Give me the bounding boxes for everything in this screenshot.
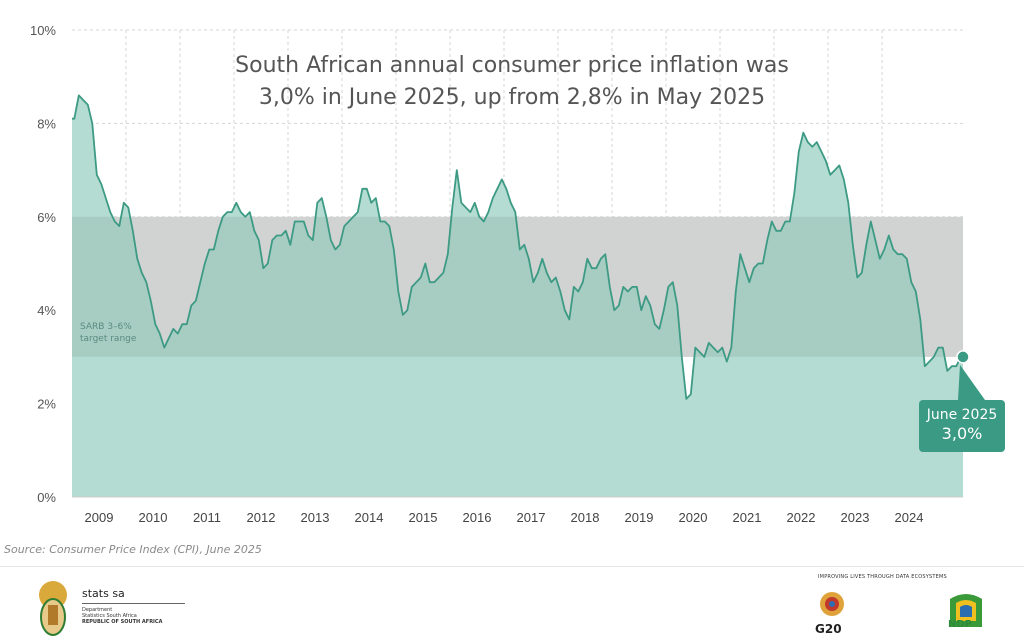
source-note: Source: Consumer Price Index (CPI), June… [4,543,262,556]
x-tick-label: 2015 [409,510,438,525]
target-band-overlay [72,216,963,357]
footer: stats sa Department Statistics South Afr… [0,566,1024,643]
coat-of-arms-logo [39,581,67,636]
x-tick-label: 2011 [193,510,221,525]
y-tick-label: 8% [37,116,56,131]
x-tick-label: 2020 [679,510,708,525]
callout-pointer [958,364,985,400]
stats-sa-wordmark: stats sa [82,587,125,600]
target-band-label: target range [80,334,137,344]
target-band-label: SARB 3–6% [80,322,132,332]
inflation-area [72,95,963,498]
tagline: IMPROVING LIVES THROUGH DATA ECOSYSTEMS [818,574,947,580]
x-tick-label: 2010 [139,510,168,525]
x-tick-label: 2014 [355,510,384,525]
x-tick-label: 2021 [733,510,762,525]
x-tick-label: 2018 [571,510,600,525]
y-tick-label: 0% [37,490,56,505]
y-tick-label: 4% [37,303,56,318]
y-tick-label: 10% [30,23,56,38]
y-tick-label: 6% [37,210,56,225]
divider [82,603,185,604]
x-tick-label: 2019 [625,510,654,525]
x-tick-label: 2022 [787,510,816,525]
callout-text: 3,0% [942,424,983,443]
x-tick-label: 2017 [517,510,546,525]
inflation-chart: 0% 2% 4% 6% 8% 10% 2009 2010 2011 2012 2013 2014 201… [30,23,1005,525]
ndp-emblem [950,594,982,627]
callout-text: June 2025 [926,407,998,423]
ndp-logo-text: NDP [948,619,972,630]
inflation-line [72,94,962,400]
x-tick-label: 2023 [841,510,870,525]
department-text: Department Statistics South Africa REPUB… [82,607,163,625]
x-tick-label: 2024 [895,510,924,525]
x-tick-label: 2009 [85,510,114,525]
x-tick-label: 2012 [247,510,276,525]
g20-emblem [820,592,844,616]
last-point-marker [956,350,970,364]
x-tick-label: 2013 [301,510,330,525]
x-tick-label: 2016 [463,510,492,525]
g20-logo-text: G20 [815,622,842,636]
callout-box [919,400,1005,452]
y-tick-label: 2% [37,397,56,412]
chart-title-line: South African annual consumer price infl… [235,53,789,78]
chart-title-line: 3,0% in June 2025, up from 2,8% in May 2… [259,85,765,110]
